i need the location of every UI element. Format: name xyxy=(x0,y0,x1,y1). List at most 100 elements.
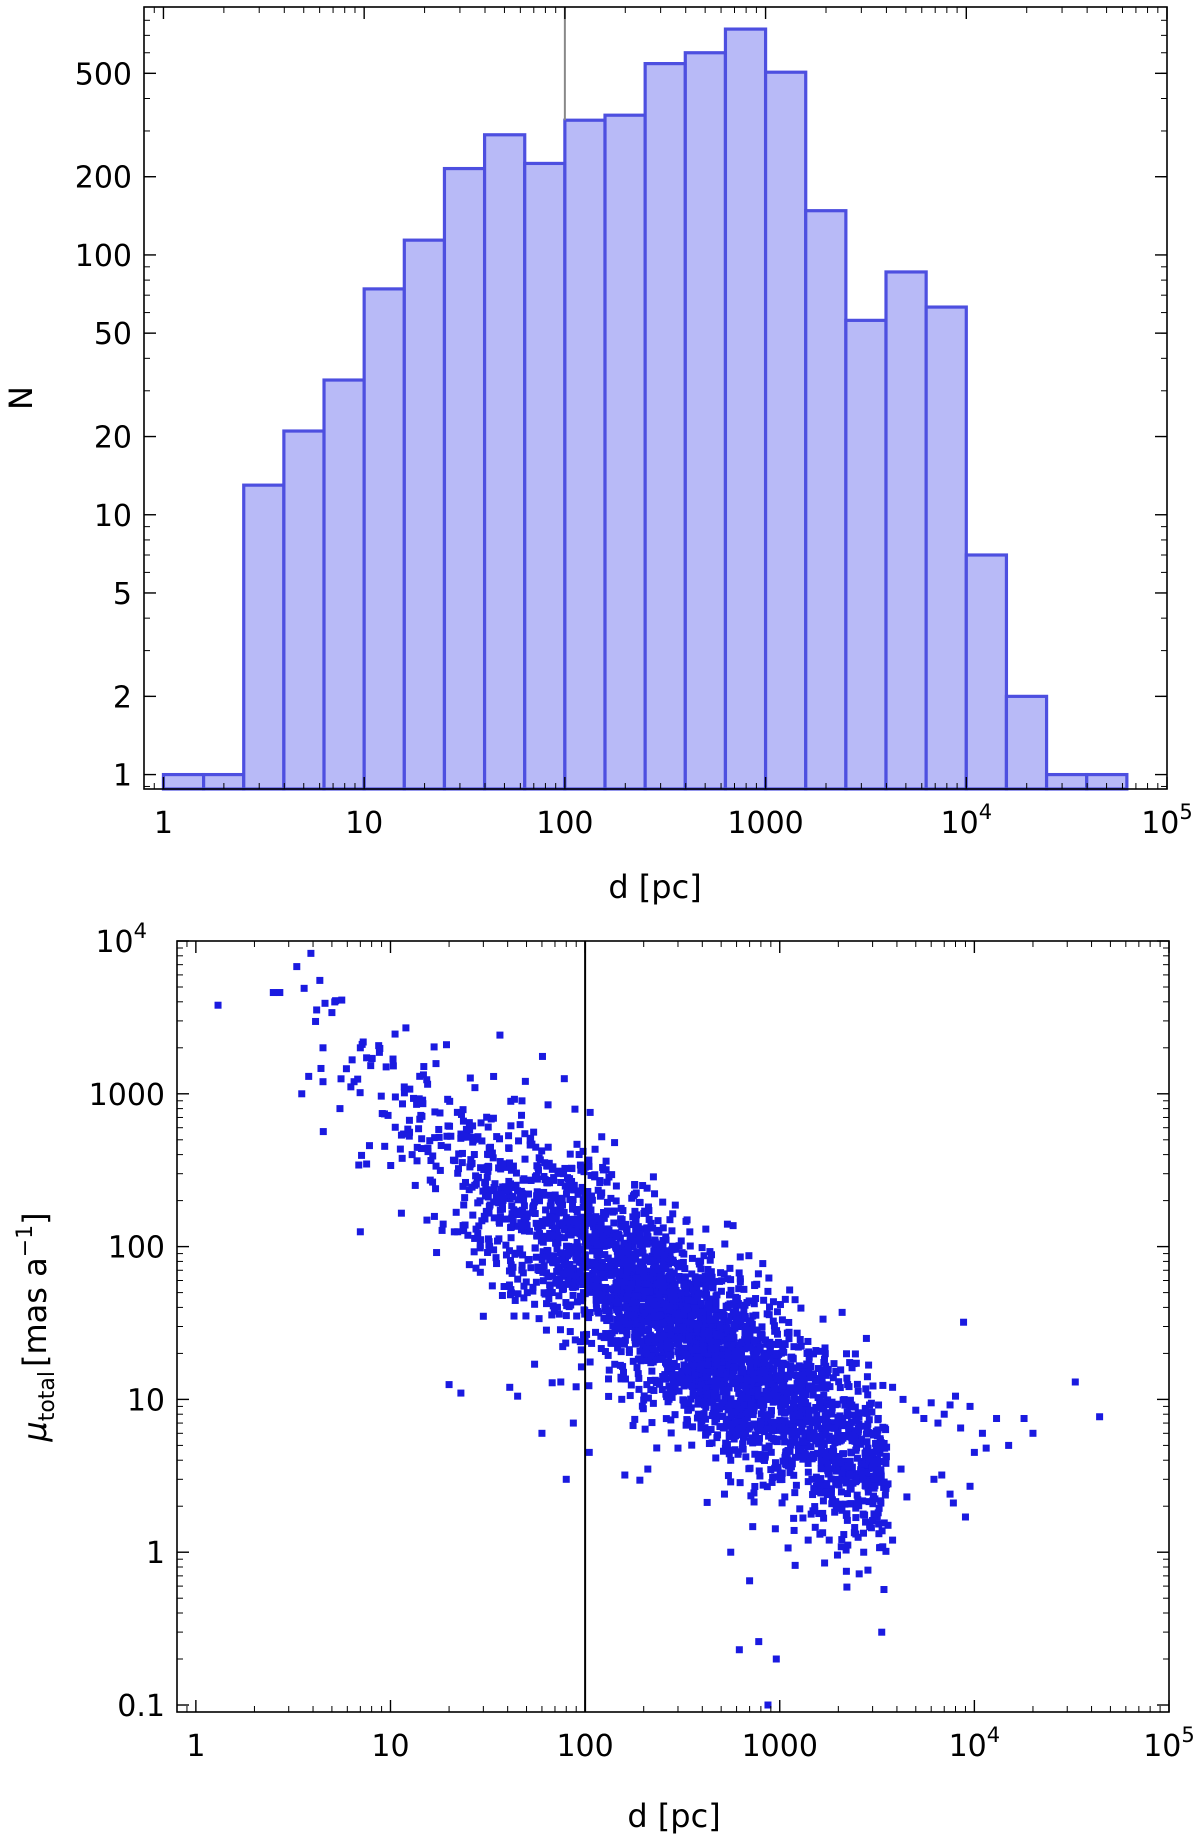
scatter-point xyxy=(507,1234,515,1242)
scatter-point xyxy=(707,1345,715,1353)
scatter-point xyxy=(815,1510,823,1518)
scatter-point xyxy=(557,1178,565,1186)
scatter-point xyxy=(766,1365,774,1373)
scatter-point xyxy=(477,1119,485,1127)
scatter-point xyxy=(535,1154,543,1162)
scatter-point xyxy=(432,1060,440,1068)
scatter-point xyxy=(746,1329,754,1337)
scatter-point xyxy=(598,1291,606,1299)
scatter-point xyxy=(704,1361,712,1369)
scatter-point xyxy=(769,1427,777,1434)
scatter-point xyxy=(424,1144,432,1152)
scatter-point xyxy=(520,1202,528,1210)
scatter-point xyxy=(433,1249,441,1257)
scatter-point xyxy=(411,1181,419,1189)
scatter-point xyxy=(484,1248,492,1256)
scatter-point xyxy=(639,1182,647,1190)
scatter-point xyxy=(801,1371,809,1379)
scatter-point xyxy=(640,1392,648,1400)
scatter-point xyxy=(560,1234,568,1242)
scatter-point xyxy=(790,1343,798,1351)
scatter-point xyxy=(464,1231,472,1239)
scatter-point xyxy=(793,1364,801,1372)
scatter-point xyxy=(757,1418,765,1426)
scatter-point xyxy=(713,1376,721,1384)
scatter-point xyxy=(452,1208,460,1216)
histogram-bar xyxy=(884,270,928,791)
scatter-point xyxy=(498,1205,506,1213)
scatter-point xyxy=(868,1408,876,1416)
scatter-point xyxy=(774,1340,782,1348)
scatter-point xyxy=(355,1161,363,1169)
scatter-point xyxy=(790,1399,798,1407)
histogram-bar xyxy=(482,133,527,791)
scatter-point xyxy=(603,1178,611,1186)
scatter-point xyxy=(640,1269,648,1277)
scatter-point xyxy=(748,1395,756,1403)
histogram-y-tick-label: 1 xyxy=(113,759,132,794)
scatter-point xyxy=(598,1258,606,1266)
scatter-point xyxy=(702,1429,710,1437)
scatter-point xyxy=(786,1469,794,1477)
scatter-point xyxy=(713,1361,721,1369)
scatter-point xyxy=(865,1455,873,1463)
scatter-point xyxy=(588,1215,596,1223)
scatter-point xyxy=(855,1473,863,1481)
scatter-point xyxy=(635,1385,643,1393)
scatter-point xyxy=(625,1255,633,1263)
scatter-point xyxy=(784,1456,792,1464)
scatter-point xyxy=(670,1326,678,1334)
scatter-point xyxy=(803,1360,811,1368)
scatter-point xyxy=(534,1266,542,1274)
scatter-point xyxy=(507,1097,515,1105)
scatter-point xyxy=(876,1473,884,1481)
scatter-point xyxy=(871,1475,879,1483)
scatter-point xyxy=(619,1368,627,1376)
scatter-point xyxy=(700,1349,708,1357)
scatter-point xyxy=(539,1252,547,1260)
scatter-point xyxy=(610,1219,618,1227)
scatter-point xyxy=(735,1356,743,1364)
scatter-point xyxy=(778,1382,786,1390)
scatter-point xyxy=(817,1450,825,1458)
scatter-point xyxy=(785,1328,793,1336)
scatter-x-tick-label: 10 xyxy=(371,1729,409,1764)
scatter-point xyxy=(566,1328,574,1336)
scatter-point xyxy=(754,1391,762,1399)
scatter-point xyxy=(899,1395,907,1403)
scatter-point xyxy=(818,1444,826,1452)
scatter-point xyxy=(630,1253,638,1261)
scatter-point xyxy=(743,1337,751,1345)
scatter-point xyxy=(531,1300,539,1308)
scatter-point xyxy=(772,1655,780,1663)
scatter-point xyxy=(786,1384,794,1392)
scatter-point xyxy=(554,1196,562,1204)
scatter-point xyxy=(842,1479,850,1487)
scatter-point xyxy=(606,1315,614,1323)
scatter-point xyxy=(635,1235,643,1243)
scatter-point xyxy=(573,1312,581,1320)
scatter-point xyxy=(792,1481,800,1489)
scatter-point xyxy=(660,1282,668,1290)
scatter-point xyxy=(828,1465,836,1473)
scatter-point xyxy=(664,1364,672,1372)
scatter-point xyxy=(757,1396,765,1404)
scatter-point xyxy=(681,1273,689,1281)
scatter-point xyxy=(525,1255,533,1263)
scatter-point xyxy=(629,1422,637,1430)
scatter-point xyxy=(419,1100,427,1108)
scatter-point xyxy=(739,1366,747,1374)
scatter-point xyxy=(776,1359,784,1367)
scatter-point xyxy=(576,1338,584,1346)
scatter-point xyxy=(521,1155,529,1163)
scatter-point xyxy=(706,1248,714,1256)
scatter-point xyxy=(747,1383,755,1391)
scatter-point xyxy=(833,1551,841,1559)
scatter-point xyxy=(645,1325,653,1333)
scatter-point xyxy=(639,1343,647,1351)
scatter-point xyxy=(776,1416,784,1424)
scatter-point xyxy=(734,1300,742,1308)
scatter-point xyxy=(767,1411,775,1419)
scatter-point xyxy=(608,1171,616,1179)
scatter-point xyxy=(516,1245,524,1253)
